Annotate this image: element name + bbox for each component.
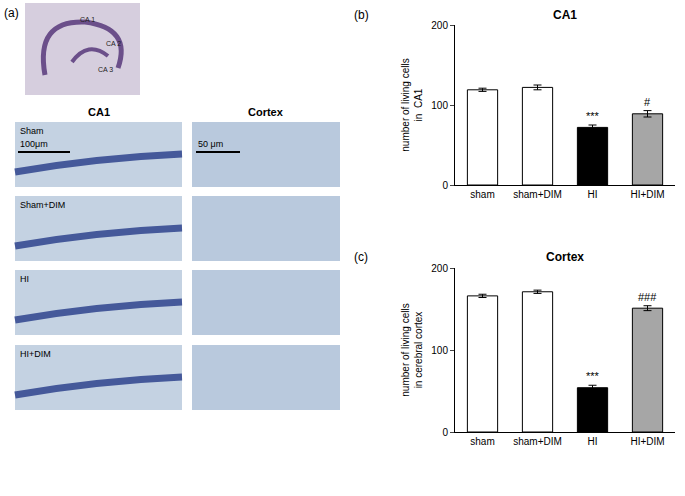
svg-text:Cortex: Cortex	[546, 250, 584, 264]
svg-text:100: 100	[431, 100, 448, 111]
svg-text:HI+DIM: HI+DIM	[20, 349, 51, 359]
svg-text:###: ###	[638, 291, 657, 303]
svg-text:sham: sham	[470, 436, 494, 447]
svg-text:sham: sham	[470, 189, 494, 200]
svg-text:(a): (a)	[4, 6, 19, 20]
svg-text:CA 3: CA 3	[98, 66, 113, 73]
svg-text:(b): (b)	[354, 8, 369, 22]
svg-text:0: 0	[442, 180, 448, 191]
svg-text:100μm: 100μm	[20, 139, 48, 149]
svg-text:Sham: Sham	[20, 126, 44, 136]
svg-text:Sham+DIM: Sham+DIM	[20, 200, 65, 210]
svg-text:sham+DIM: sham+DIM	[513, 189, 562, 200]
svg-text:Cortex: Cortex	[248, 106, 284, 118]
svg-text:CA 2: CA 2	[106, 40, 121, 47]
svg-text:50 μm: 50 μm	[198, 139, 223, 149]
svg-text:HI+DIM: HI+DIM	[630, 436, 664, 447]
svg-text:CA1: CA1	[88, 106, 110, 118]
svg-text:(c): (c)	[354, 250, 368, 264]
svg-text:***: ***	[586, 370, 600, 382]
svg-text:number of living cellsin CA1: number of living cellsin CA1	[400, 58, 424, 151]
svg-text:***: ***	[586, 110, 600, 122]
svg-text:0: 0	[442, 427, 448, 438]
svg-text:sham+DIM: sham+DIM	[513, 436, 562, 447]
svg-text:200: 200	[431, 263, 448, 274]
svg-text:HI: HI	[20, 274, 29, 284]
svg-text:HI: HI	[588, 189, 598, 200]
svg-text:number of living cellsin cereb: number of living cellsin cerebral cortex	[400, 303, 424, 396]
svg-text:100: 100	[431, 345, 448, 356]
svg-text:CA 1: CA 1	[80, 16, 95, 23]
svg-text:CA1: CA1	[553, 8, 577, 22]
svg-text:#: #	[644, 96, 651, 108]
svg-text:HI: HI	[588, 436, 598, 447]
svg-text:HI+DIM: HI+DIM	[630, 189, 664, 200]
svg-text:200: 200	[431, 20, 448, 31]
